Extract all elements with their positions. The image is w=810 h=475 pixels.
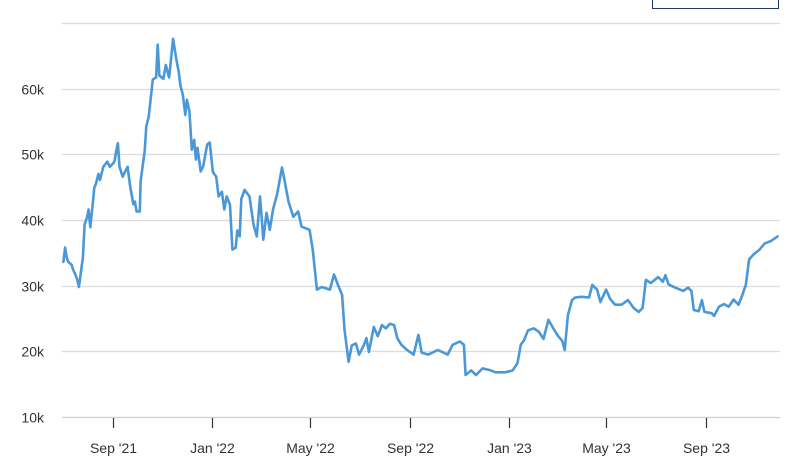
- legend-box[interactable]: [652, 0, 779, 9]
- y-tick-label: 40k: [21, 213, 45, 229]
- y-tick-label: 30k: [21, 279, 45, 295]
- y-tick-label: 10k: [21, 410, 45, 426]
- y-axis: 10k 20k 30k 40k 50k 60k: [21, 82, 45, 426]
- y-tick-label: 20k: [21, 344, 45, 360]
- x-axis: Sep '21 Jan '22 May '22 Sep '22 Jan '23 May '…: [90, 418, 730, 456]
- x-tick-label: Sep '21: [90, 440, 137, 456]
- x-tick-label: Sep '23: [683, 440, 730, 456]
- x-tick-label: Jan '22: [190, 440, 235, 456]
- x-tick-label: Sep '22: [387, 440, 434, 456]
- x-tick-label: Jan '23: [487, 440, 532, 456]
- x-tick-label: May '22: [286, 440, 335, 456]
- y-tick-label: 60k: [21, 82, 45, 98]
- x-tick-label: May '23: [582, 440, 631, 456]
- gridlines: [62, 22, 780, 419]
- y-tick-label: 50k: [21, 147, 45, 163]
- price-line[interactable]: [62, 37, 779, 377]
